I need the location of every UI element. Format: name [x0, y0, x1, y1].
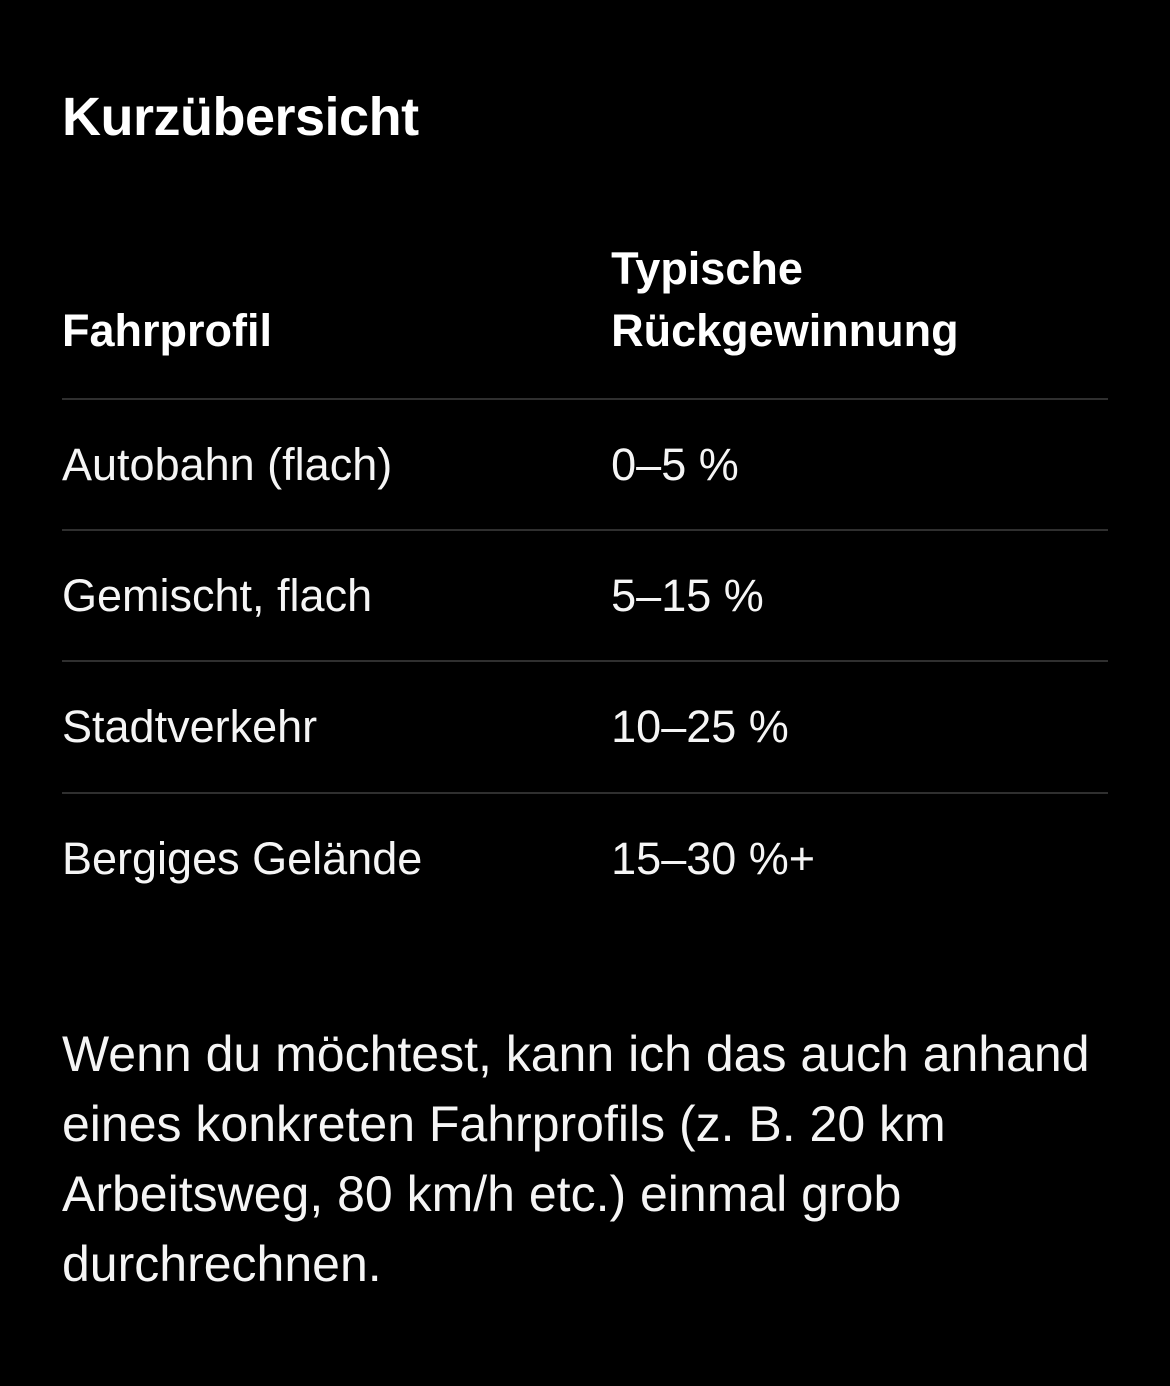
column-header-rueckgewinnung: Typische Rückgewinnung — [611, 242, 959, 356]
followup-paragraph: Wenn du möchtest, kann ich das auch anha… — [62, 1025, 1090, 1292]
profile-cell: Bergiges Gelände — [62, 832, 423, 884]
section-title: Kurzübersicht — [62, 87, 419, 147]
table-row: Bergiges Gelände 15–30 %+ — [62, 792, 1108, 923]
recovery-cell: 15–30 %+ — [611, 832, 816, 884]
profile-cell: Autobahn (flach) — [62, 438, 393, 490]
assistant-message: Kurzübersicht Fahrprofil Typische Rückge… — [0, 85, 1170, 1299]
recovery-cell: 0–5 % — [611, 438, 739, 490]
table-row: Gemischt, flach 5–15 % — [62, 530, 1108, 661]
table-row: Stadtverkehr 10–25 % — [62, 661, 1108, 792]
table-header-row: Fahrprofil Typische Rückgewinnung — [62, 238, 1108, 399]
profile-cell: Gemischt, flach — [62, 570, 373, 622]
table-row: Autobahn (flach) 0–5 % — [62, 399, 1108, 530]
recovery-cell: 10–25 % — [611, 701, 789, 753]
profile-cell: Stadtverkehr — [62, 701, 318, 753]
column-header-fahrprofil: Fahrprofil — [62, 304, 272, 356]
recovery-cell: 5–15 % — [611, 570, 764, 622]
overview-table: Fahrprofil Typische Rückgewinnung Autoba… — [62, 238, 1108, 923]
